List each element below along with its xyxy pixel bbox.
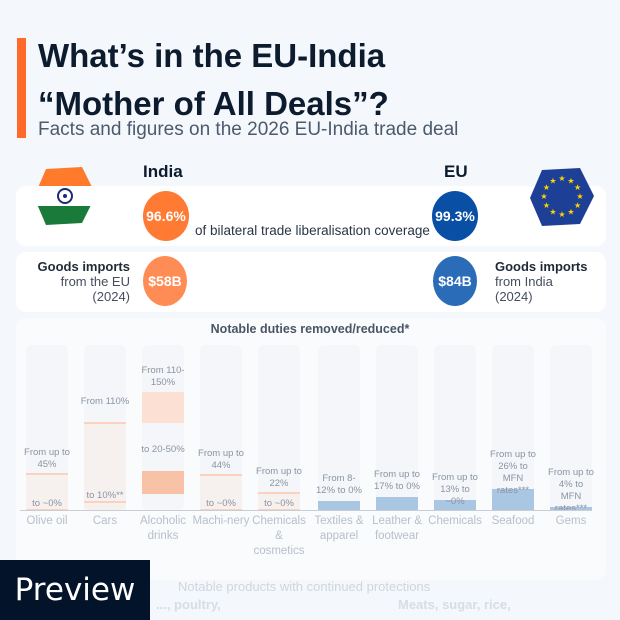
bar-label-from: From up to 45% <box>24 447 70 471</box>
eu-star-icon: ★ <box>576 192 583 201</box>
eu-imports-title: Goods imports <box>495 259 588 274</box>
chart-column <box>258 345 300 510</box>
bar-from-line <box>258 491 300 494</box>
eu-star-icon: ★ <box>540 192 547 201</box>
bar-label-to: to ~0% <box>32 498 62 509</box>
chart-column <box>492 345 534 510</box>
protections-title: Notable products with continued protecti… <box>178 579 431 594</box>
india-flag-icon <box>34 167 96 225</box>
eu-star-icon: ★ <box>558 174 565 183</box>
india-coverage-badge: 96.6% <box>143 191 189 241</box>
chart-column <box>200 345 242 510</box>
page-title: What’s in the EU-India “Mother of All De… <box>38 37 389 122</box>
bar-label-from: From up to 22% <box>256 465 302 489</box>
bar-from-line <box>200 474 242 477</box>
bar-label: From up to 4% to MFN rates*** <box>548 466 594 514</box>
category-label: Textiles & apparel <box>314 515 364 542</box>
eu-imports-label: Goods imports from India (2024) <box>495 259 605 304</box>
protections-left: ..., poultry, <box>156 597 221 612</box>
category-label: Cars <box>92 515 118 527</box>
category-label: Leather & footwear <box>372 515 422 542</box>
protections-right: Meats, sugar, rice, <box>398 597 511 612</box>
eu-imports-badge: $84B <box>433 256 477 306</box>
bar-eu <box>318 500 360 510</box>
bar-label: From up to 13% to ~0% <box>432 471 478 507</box>
india-imports-label: Goods imports from the EU (2024) <box>20 259 130 304</box>
chart-column <box>26 345 68 510</box>
bar-label: From up to 17% to 0% <box>374 468 420 492</box>
eu-star-icon: ★ <box>558 210 565 219</box>
imports-card <box>16 252 606 312</box>
category-label: Alcoholic drinks <box>139 515 187 542</box>
india-imports-sub2: (2024) <box>92 289 130 304</box>
eu-star-icon: ★ <box>549 208 556 217</box>
chart-column <box>434 345 476 510</box>
title-accent-bar <box>17 38 26 138</box>
chart-baseline <box>20 510 592 511</box>
category-label: Chemicals & cosmetics <box>252 515 306 557</box>
bar-to-line <box>84 501 126 504</box>
india-imports-badge: $58B <box>143 256 187 306</box>
coverage-label: of bilateral trade liberalisation covera… <box>195 223 430 238</box>
bar-range-fill <box>258 492 300 510</box>
bar-eu <box>376 496 418 510</box>
eu-imports-sub1: from India <box>495 274 553 289</box>
bar-label-from: From 110% <box>80 396 130 408</box>
eu-coverage-badge: 99.3% <box>432 191 478 241</box>
bar-label-to: to ~0% <box>206 498 236 509</box>
category-label: Machi-nery <box>192 515 250 527</box>
eu-star-icon: ★ <box>549 176 556 185</box>
india-imports-sub1: from the EU <box>60 274 130 289</box>
bar-eu <box>434 499 476 510</box>
bar-range-fill <box>84 423 126 510</box>
bar-label-to: to ~0% <box>264 498 294 509</box>
bar-label-from: From 110-150% <box>141 364 185 388</box>
bar-label-to: to 10%** <box>86 490 124 502</box>
eu-star-icon: ★ <box>574 201 581 210</box>
bar-label: From up to 26% to MFN rates*** <box>490 449 536 497</box>
bar-from-range <box>142 391 184 424</box>
bar-label-from: From up to 44% <box>198 448 244 472</box>
eu-star-icon: ★ <box>543 201 550 210</box>
bar-range-fill <box>200 475 242 510</box>
chart-column <box>318 345 360 510</box>
eu-star-icon: ★ <box>543 183 550 192</box>
category-label: Gems <box>555 515 587 527</box>
coverage-card <box>16 186 606 246</box>
india-imports-title: Goods imports <box>37 259 130 274</box>
bar-label-to: to 20-50% <box>141 443 185 455</box>
bar-to-range <box>142 470 184 495</box>
eu-star-icon: ★ <box>567 176 574 185</box>
bar-label: From 8-12% to 0% <box>316 472 362 496</box>
eu-label: EU <box>444 162 468 181</box>
chart-title: Notable duties removed/reduced* <box>210 322 410 336</box>
eu-star-icon: ★ <box>567 208 574 217</box>
bar-from-line <box>26 473 68 476</box>
preview-badge: Preview <box>0 560 150 620</box>
chart-column <box>84 345 126 510</box>
category-label: Chemicals <box>428 515 482 527</box>
bar-range-fill <box>26 474 68 510</box>
chart-column <box>376 345 418 510</box>
eu-star-icon: ★ <box>574 183 581 192</box>
india-label: India <box>143 162 183 181</box>
category-label: Seafood <box>491 515 535 527</box>
category-label: Olive oil <box>26 515 68 527</box>
eu-flag-icon: ★★★★★★★★★ ★ ★★ <box>530 168 594 226</box>
page-subtitle: Facts and figures on the 2026 EU-India t… <box>38 119 459 140</box>
bar-eu <box>550 506 592 510</box>
bar-from-line <box>84 422 126 425</box>
eu-imports-sub2: (2024) <box>495 289 533 304</box>
chart-column <box>550 345 592 510</box>
bar-eu <box>492 489 534 510</box>
